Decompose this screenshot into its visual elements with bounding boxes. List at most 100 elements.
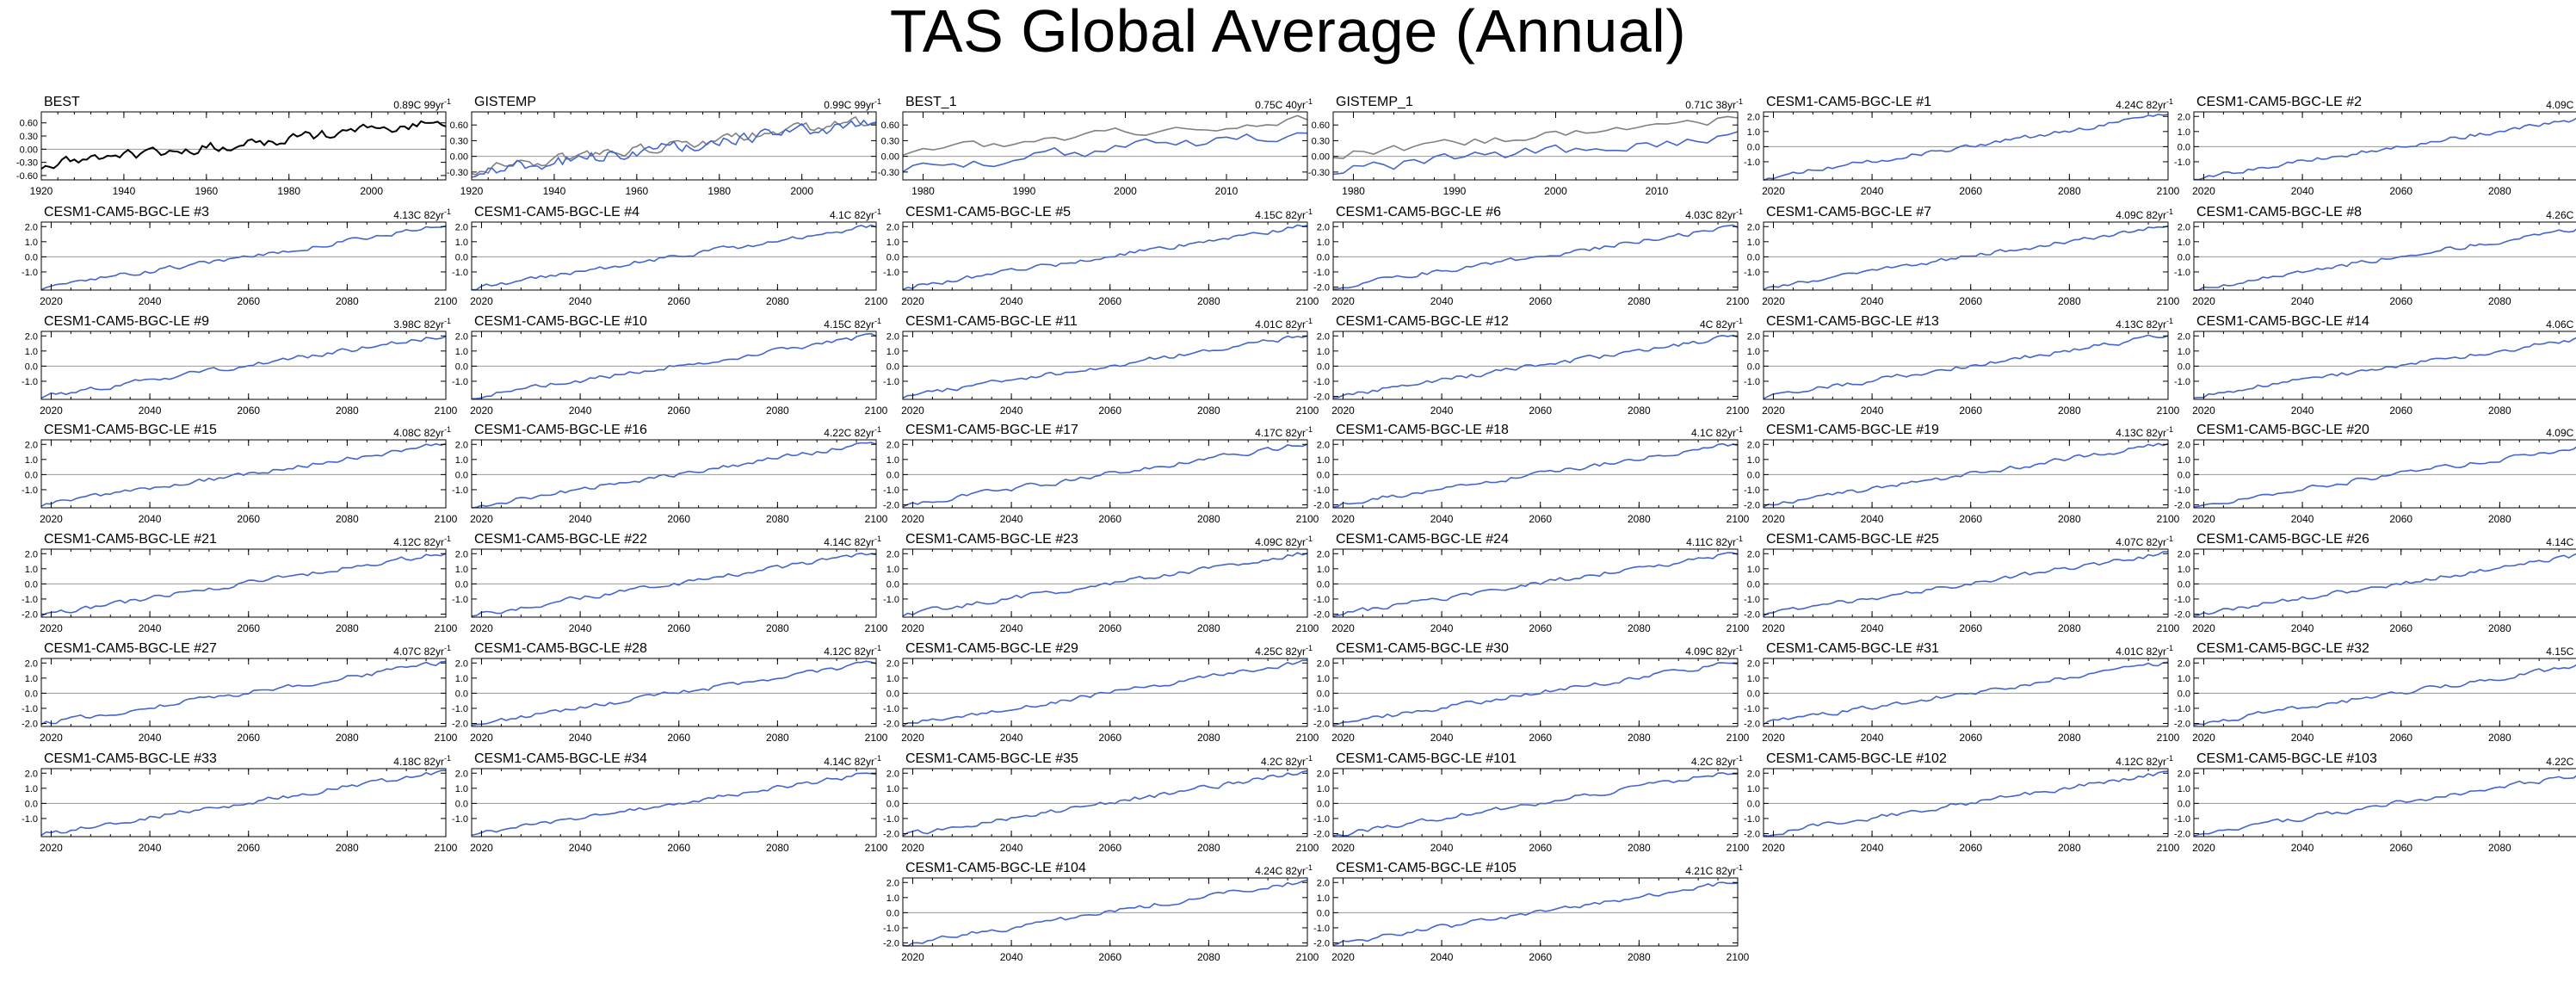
x-tick-label: 2100 (1727, 622, 1750, 634)
x-tick-label: 2080 (2488, 622, 2511, 634)
y-tick-label: 1.0 (455, 347, 468, 357)
chart-panel: CESM1-CAM5-BGC-LE #14 4.06C 82yr-1 2020 204… (2174, 314, 2576, 423)
plot-frame (40, 439, 447, 509)
panel-title: CESM1-CAM5-BGC-LE #16 (474, 423, 647, 437)
trend-value: 4.21C 82yr (1685, 865, 1736, 877)
panel-title: CESM1-CAM5-BGC-LE #27 (44, 641, 217, 656)
x-tick-label: 2040 (1000, 295, 1023, 307)
panel-title: CESM1-CAM5-BGC-LE #21 (44, 532, 217, 547)
x-tick-label: 2080 (766, 622, 789, 634)
y-tick-label: 0.0 (1747, 799, 1760, 809)
panel-trend-label: 4.15C 82yr-1 (824, 315, 881, 331)
x-tick-label: 2080 (1628, 405, 1651, 417)
plot-frame (40, 111, 447, 181)
x-tick-label: 2040 (139, 513, 162, 525)
y-tick-label: 0.0 (455, 252, 468, 263)
x-tick-label: 2100 (1296, 513, 1319, 525)
panel-title: CESM1-CAM5-BGC-LE #105 (1336, 861, 1517, 875)
trend-value: 4.01C 82yr (2116, 646, 2166, 658)
panel-trend-label: 4.1C 82yr-1 (830, 206, 881, 221)
x-tick-label: 2060 (1959, 513, 1982, 525)
chart-panel: CESM1-CAM5-BGC-LE #104 4.24C 82yr-1 2020 20… (883, 861, 1319, 970)
y-tick-label: -2.0 (1313, 282, 1330, 293)
plot-frame (40, 658, 447, 727)
y-tick-label: 1.0 (455, 784, 468, 794)
y-tick-label: 1.0 (2178, 238, 2190, 248)
chart-panel: CESM1-CAM5-BGC-LE #3 4.13C 82yr-1 2020 2040… (22, 205, 458, 314)
y-tick-label: -2.0 (2174, 500, 2190, 510)
trend-value: 3.98C 82yr (393, 318, 444, 331)
x-tick-label: 2080 (1197, 295, 1220, 307)
panel-trend-label: 4.18C 82yr-1 (393, 752, 451, 768)
chart-panel: CESM1-CAM5-BGC-LE #5 4.15C 82yr-1 2020 2040… (883, 205, 1319, 314)
trend-exponent: -1 (1735, 863, 1743, 872)
series-line (471, 552, 877, 617)
y-tick-label: 0.0 (1317, 799, 1330, 809)
x-tick-label: 2020 (2192, 842, 2215, 854)
series-line (2193, 446, 2576, 508)
panel-title: CESM1-CAM5-BGC-LE #24 (1336, 532, 1509, 547)
x-tick-label: 2100 (865, 513, 888, 525)
x-tick-label: 2100 (2157, 622, 2180, 634)
y-tick-label: 1.0 (455, 674, 468, 684)
x-tick-label: 2100 (1727, 295, 1750, 307)
x-tick-label: 2100 (1296, 732, 1319, 744)
y-tick-label: 2.0 (1317, 331, 1330, 342)
x-tick-label: 2040 (569, 405, 592, 417)
series-line (1332, 115, 1739, 159)
x-tick-label: 2100 (2157, 295, 2180, 307)
chart-panel: CESM1-CAM5-BGC-LE #22 4.14C 82yr-1 2020 204… (452, 532, 888, 641)
series-line (2193, 228, 2576, 292)
y-tick-label: 1.0 (25, 565, 38, 575)
y-tick-label: 1.0 (886, 784, 899, 794)
panel-title: BEST (44, 95, 80, 109)
plot-frame (2193, 111, 2576, 181)
y-tick-label: 1.0 (25, 674, 38, 684)
chart-panel: CESM1-CAM5-BGC-LE #13 4.13C 82yr-1 2020 204… (1744, 314, 2180, 423)
y-tick-label: 1.0 (1747, 784, 1760, 794)
x-tick-label: 2020 (1762, 842, 1785, 854)
x-tick-label: 1980 (911, 185, 935, 197)
y-tick-label: 1.0 (886, 674, 899, 684)
panel-title: CESM1-CAM5-BGC-LE #19 (1766, 423, 1939, 437)
x-tick-label: 2080 (1197, 622, 1220, 634)
y-tick-label: 2.0 (1317, 549, 1330, 559)
plot-frame (2193, 331, 2576, 400)
trend-exponent: -1 (1735, 754, 1743, 763)
y-tick-label: -1.0 (2174, 158, 2190, 168)
trend-value: 4.11C 82yr (1686, 536, 1736, 548)
x-tick-label: 2040 (2291, 405, 2314, 417)
panel-title: CESM1-CAM5-BGC-LE #101 (1336, 751, 1517, 766)
x-tick-label: 2020 (1762, 405, 1785, 417)
panel-trend-label: 4.13C 82yr-1 (393, 206, 451, 221)
panel-title: CESM1-CAM5-BGC-LE #1 (1766, 95, 1932, 109)
y-tick-label: 0.0 (25, 362, 38, 372)
trend-exponent: -1 (1305, 644, 1313, 652)
panel-title: CESM1-CAM5-BGC-LE #29 (905, 641, 1078, 656)
plot-frame (40, 768, 447, 837)
x-tick-label: 2080 (1628, 295, 1651, 307)
y-tick-label: 2.0 (886, 658, 899, 669)
y-tick-label: 0.60 (20, 119, 38, 129)
trend-exponent: -1 (1735, 535, 1743, 543)
plot-frame (902, 221, 1308, 291)
x-tick-label: 2080 (2488, 732, 2511, 744)
panel-trend-label: 4.25C 82yr-1 (1255, 642, 1313, 658)
x-tick-label: 2020 (470, 622, 493, 634)
y-tick-label: -1.0 (1313, 595, 1330, 605)
y-tick-label: 2.0 (1747, 440, 1760, 450)
panel-title: CESM1-CAM5-BGC-LE #31 (1766, 641, 1939, 656)
chart-panel: CESM1-CAM5-BGC-LE #103 4.22C 82yr-1 2020 20… (2174, 751, 2576, 861)
x-tick-label: 2040 (1430, 513, 1454, 525)
panel-title: CESM1-CAM5-BGC-LE #3 (44, 205, 210, 219)
trend-exponent: -1 (1735, 207, 1743, 216)
x-tick-label: 2080 (2058, 622, 2081, 634)
